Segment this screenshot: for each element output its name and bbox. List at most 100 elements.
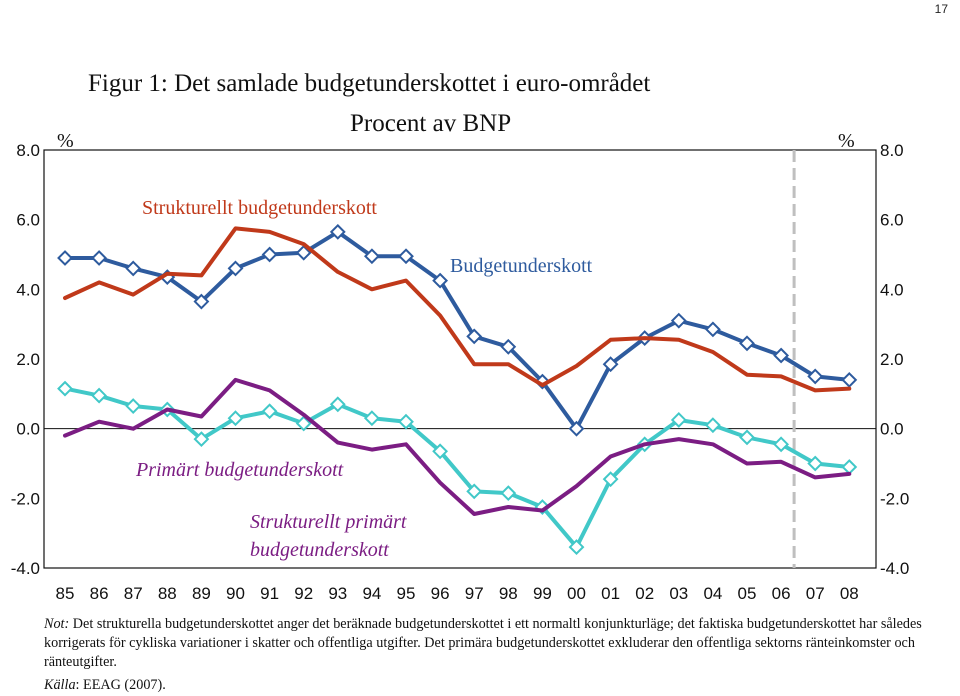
data-point-marker [329, 223, 346, 240]
x-tick-label: 89 [192, 584, 211, 603]
data-point-marker [670, 412, 687, 428]
data-point-marker [432, 443, 449, 460]
data-point-marker [227, 260, 244, 277]
x-tick-label: 05 [738, 584, 757, 603]
y-unit-right: % [838, 130, 855, 152]
data-point-marker [125, 260, 142, 277]
y-tick-label-right: 2.0 [880, 350, 904, 369]
x-tick-label: 90 [226, 584, 245, 603]
data-point-marker [602, 471, 619, 488]
x-tick-label: 98 [499, 584, 518, 603]
line-chart: 8.0 8.0 6.0 6.0 4.0 4.0 2.0 2.0 0.0 0.0 -2.0 -2.0 -4… [11, 130, 910, 603]
axes: 8.0 8.0 6.0 6.0 4.0 4.0 2.0 2.0 0.0 0.0 -2.0 -2.0 -4… [11, 130, 910, 603]
x-tick-label: 92 [294, 584, 313, 603]
y-tick-label-left: -2.0 [11, 489, 40, 508]
x-tick-label: 02 [635, 584, 654, 603]
y-tick-label-left: 0.0 [16, 420, 40, 439]
series-label: Primärt budgetunderskott [135, 459, 344, 481]
figure-source: Källa: EEAG (2007). [44, 677, 166, 694]
data-point-marker [295, 244, 312, 261]
x-tick-label: 86 [90, 584, 109, 603]
x-tick-label: 03 [669, 584, 688, 603]
data-point-marker [432, 272, 449, 289]
data-point-marker [329, 396, 346, 413]
data-point-marker [773, 436, 790, 453]
data-point-marker [807, 368, 824, 385]
figure-note: Not: Det strukturella budgetunderskottet… [44, 615, 924, 672]
data-point-marker [398, 413, 414, 430]
x-tick-label: 88 [158, 584, 177, 603]
series-label: Strukturellt primärt [250, 511, 407, 533]
figure-title: Figur 1: Det samlade budgetunderskottet … [88, 70, 651, 97]
data-point-marker [398, 248, 414, 265]
data-point-marker [841, 371, 858, 388]
data-point-marker [841, 459, 858, 475]
y-unit-left: % [57, 130, 74, 152]
x-tick-label: 00 [567, 584, 586, 603]
data-point-marker [193, 431, 210, 448]
y-tick-label-left: 2.0 [16, 350, 40, 369]
y-tick-label-left: -4.0 [11, 559, 40, 578]
x-tick-label: 85 [56, 584, 75, 603]
x-tick-label: 99 [533, 584, 552, 603]
data-point-marker [704, 321, 721, 338]
x-tick-label: 95 [397, 584, 416, 603]
y-tick-label-right: -4.0 [880, 559, 909, 578]
data-point-marker [534, 499, 551, 515]
y-tick-label-left: 4.0 [16, 280, 40, 299]
series-line [63, 226, 852, 393]
data-point-marker [295, 415, 312, 432]
x-tick-label: 04 [703, 584, 722, 603]
data-point-marker [193, 293, 210, 310]
x-tick-label: 91 [260, 584, 279, 603]
source-label: Källa [44, 677, 76, 693]
data-point-marker [261, 246, 278, 263]
y-tick-label-left: 6.0 [16, 211, 40, 230]
data-point-marker [670, 312, 687, 329]
data-point-marker [261, 403, 278, 420]
data-point-marker [57, 250, 73, 266]
series-label: budgetunderskott [250, 539, 389, 561]
source-text: : EEAG (2007). [75, 677, 166, 693]
data-point-marker [91, 250, 108, 266]
x-tick-label: 94 [362, 584, 381, 603]
x-tick-label: 06 [772, 584, 791, 603]
data-point-marker [602, 356, 619, 373]
data-point-marker [500, 485, 517, 502]
data-point-marker [91, 387, 108, 404]
data-point-marker [568, 420, 585, 437]
y-tick-label-right: 6.0 [880, 211, 904, 230]
y-tick-label-right: 0.0 [880, 420, 904, 439]
data-point-marker [739, 335, 755, 352]
y-tick-label-right: 8.0 [880, 141, 904, 160]
data-point-marker [704, 417, 721, 434]
data-point-marker [227, 410, 244, 427]
data-point-marker [125, 398, 142, 414]
y-tick-label-right: 4.0 [880, 280, 904, 299]
x-tick-label: 07 [806, 584, 825, 603]
series-labels: Strukturellt budgetunderskott Budgetunder… [135, 194, 593, 561]
series-line [63, 377, 852, 516]
label-background [138, 194, 422, 220]
data-point-marker [500, 338, 517, 355]
data-point-marker [466, 483, 483, 500]
x-tick-label: 01 [601, 584, 620, 603]
series-line [63, 229, 852, 431]
data-point-marker [363, 248, 380, 265]
x-tick-label: 93 [328, 584, 347, 603]
data-point-marker [739, 429, 755, 446]
note-text: Det strukturella budgetunderskottet ange… [44, 616, 922, 670]
x-tick-label: 08 [840, 584, 859, 603]
series-label: Strukturellt budgetunderskott [142, 197, 377, 219]
x-tick-label: 96 [431, 584, 450, 603]
y-tick-label-left: 8.0 [16, 141, 40, 160]
data-point-marker [568, 539, 585, 556]
data-point-marker [466, 328, 483, 345]
data-point-marker [57, 380, 73, 397]
figure-subtitle: Procent av BNP [350, 110, 512, 137]
note-label: Not: [44, 616, 70, 632]
data-point-marker [773, 347, 790, 364]
series-label: Budgetunderskott [450, 255, 593, 277]
page-number: 17 [934, 2, 948, 16]
plot-frame [43, 149, 877, 569]
